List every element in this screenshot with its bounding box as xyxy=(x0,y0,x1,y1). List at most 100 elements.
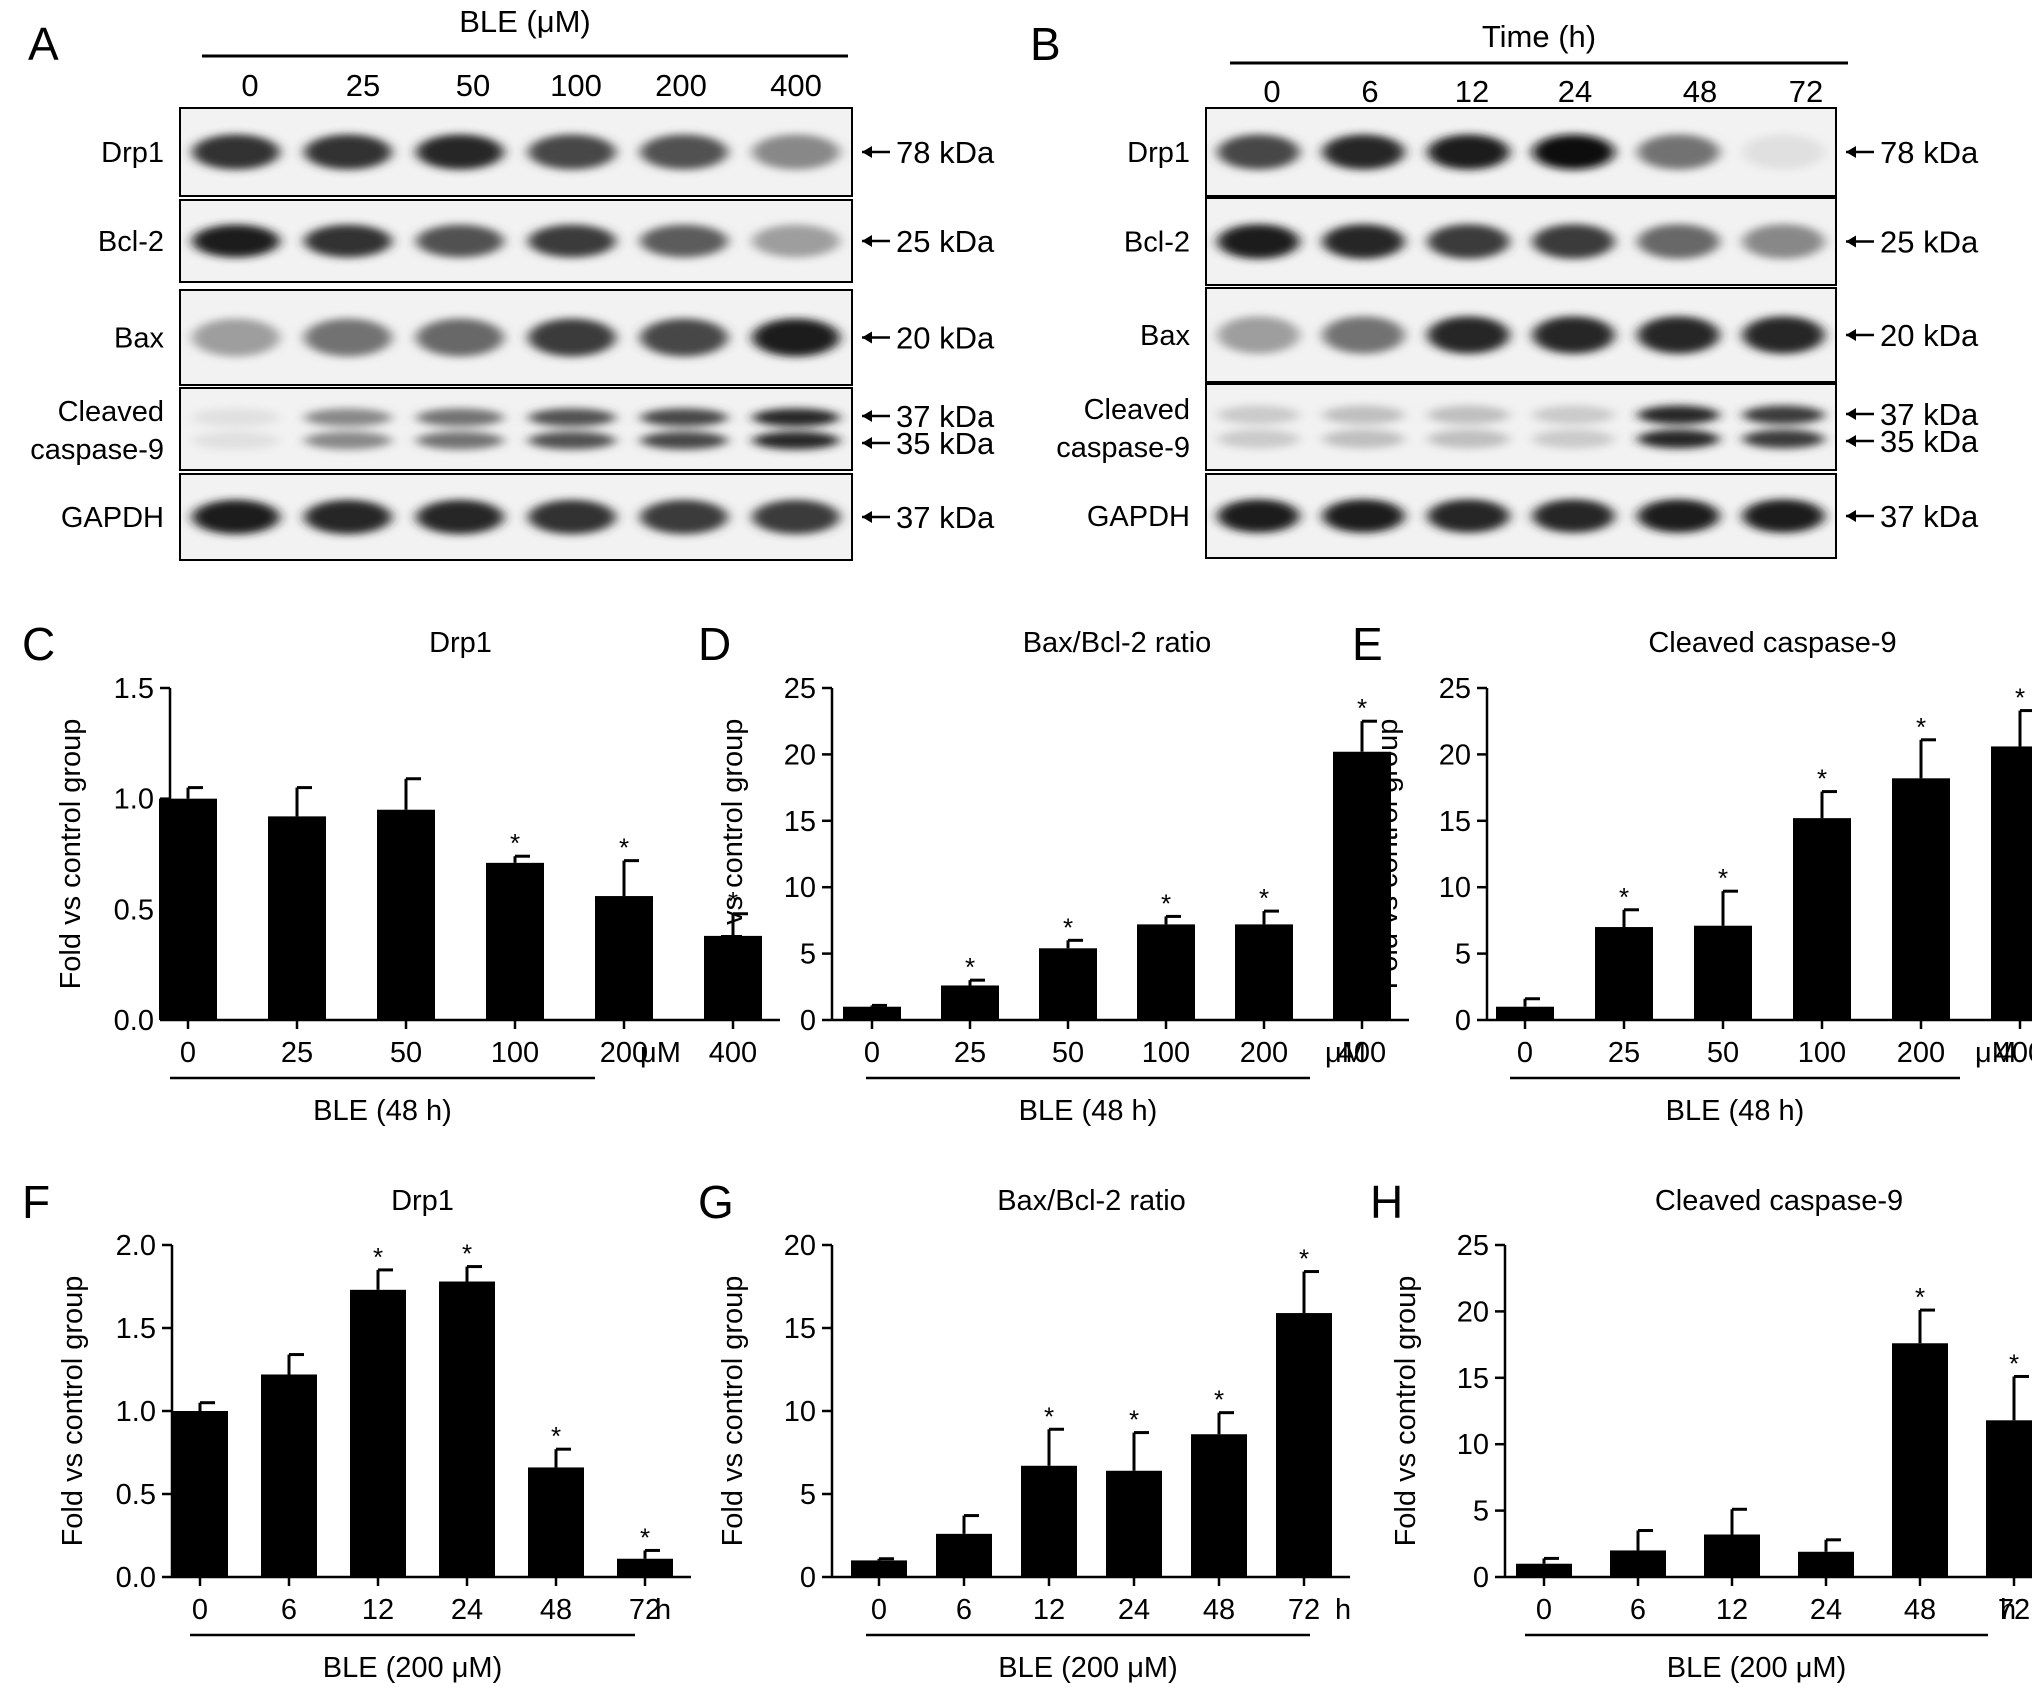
blot-row: Bax 20 kDa xyxy=(114,289,995,386)
bar xyxy=(528,1467,584,1577)
band xyxy=(752,431,840,450)
marker-label: 78 kDa xyxy=(1880,135,1979,170)
marker-arrow-head xyxy=(1846,146,1856,158)
band xyxy=(416,224,504,258)
blot-row: GAPDH 37 kDa xyxy=(61,473,995,561)
significance-star: * xyxy=(2009,1348,2019,1378)
band xyxy=(1427,499,1510,533)
band xyxy=(1322,316,1405,354)
chart-title: Bax/Bcl-2 ratio xyxy=(1023,627,1212,659)
x-tick-label: 200 xyxy=(600,1037,648,1069)
marker-arrow-head xyxy=(1846,435,1856,447)
chart-title: Bax/Bcl-2 ratio xyxy=(997,1185,1186,1217)
band xyxy=(304,431,392,450)
blot-strip xyxy=(1205,383,1837,471)
y-tick-label: 1.0 xyxy=(116,1396,156,1428)
band xyxy=(304,499,392,535)
y-axis-label: Fold vs control group xyxy=(57,1276,89,1547)
band xyxy=(752,408,840,427)
band xyxy=(640,431,728,450)
significance-star: * xyxy=(640,1522,650,1552)
blot-strip xyxy=(179,387,853,471)
band xyxy=(1532,134,1615,170)
y-axis-label: Fold vs control group xyxy=(717,1276,749,1547)
row-label: GAPDH xyxy=(61,502,164,534)
blot-row: Bcl-2 25 kDa xyxy=(1124,197,1979,286)
band xyxy=(528,224,616,258)
panel-label: B xyxy=(1030,18,1061,70)
band xyxy=(1427,316,1510,354)
x-group-label: BLE (48 h) xyxy=(313,1095,452,1127)
y-tick-label: 20 xyxy=(1457,1296,1489,1328)
bar xyxy=(439,1281,495,1577)
marker-arrow-head xyxy=(862,410,872,422)
bar-chart-H: H Cleaved caspase-9 0 5 10 15 20 25 Fold vs cont… xyxy=(1370,1176,2032,1684)
y-tick-label: 2.0 xyxy=(116,1230,156,1262)
chart-title: Drp1 xyxy=(429,627,492,659)
bar xyxy=(1039,948,1097,1020)
lane-label: 12 xyxy=(1455,74,1489,109)
x-tick-label: 0 xyxy=(864,1037,880,1069)
marker-label: 35 kDa xyxy=(1880,424,1979,459)
x-tick-label: 200 xyxy=(1240,1037,1288,1069)
marker-label: 20 kDa xyxy=(896,321,995,356)
blot-row: Drp1 78 kDa xyxy=(101,107,995,197)
band xyxy=(1637,316,1720,354)
x-tick-label: 48 xyxy=(540,1594,572,1626)
x-tick-label: 0 xyxy=(1517,1037,1533,1069)
blot-header: Time (h) xyxy=(1482,19,1596,54)
blot-strip xyxy=(179,473,853,561)
bar-chart-layer: C Drp1 0.0 0.5 1.0 1.5 Fold vs control group 0 2… xyxy=(22,618,2032,1684)
y-tick-label: 0 xyxy=(1455,1005,1471,1037)
significance-star: * xyxy=(2015,683,2025,713)
x-tick-label: 50 xyxy=(1707,1037,1739,1069)
y-tick-label: 20 xyxy=(1439,739,1471,771)
marker-label: 25 kDa xyxy=(896,224,995,259)
marker-arrow-head xyxy=(862,331,872,344)
blot-strip xyxy=(1205,107,1837,197)
bar xyxy=(1704,1534,1760,1577)
bar-chart-D: D Bax/Bcl-2 ratio 0 5 10 15 20 25 Fold vs contro… xyxy=(698,618,1409,1127)
x-unit-label: h xyxy=(1335,1594,1351,1626)
x-group-label: BLE (48 h) xyxy=(1666,1095,1805,1127)
band xyxy=(192,431,280,450)
bar-chart-C: C Drp1 0.0 0.5 1.0 1.5 Fold vs control group 0 2… xyxy=(22,618,780,1127)
blot-strip xyxy=(179,199,853,283)
bar xyxy=(1235,924,1293,1020)
band xyxy=(1742,499,1825,533)
significance-star: * xyxy=(1044,1401,1054,1431)
y-tick-label: 25 xyxy=(1439,673,1471,705)
band xyxy=(1742,224,1825,259)
bar xyxy=(1892,1343,1948,1577)
bar-chart-E: E Cleaved caspase-9 0 5 10 15 20 25 Fold vs cont… xyxy=(1352,618,2032,1127)
x-group-label: BLE (200 μM) xyxy=(323,1652,503,1684)
bar xyxy=(1333,751,1391,1020)
y-tick-label: 15 xyxy=(784,1313,816,1345)
y-tick-label: 1.5 xyxy=(116,1313,156,1345)
band xyxy=(752,499,840,535)
band xyxy=(1637,429,1720,449)
band xyxy=(1427,134,1510,170)
x-group-label: BLE (48 h) xyxy=(1019,1095,1158,1127)
bar xyxy=(851,1560,907,1577)
significance-star: * xyxy=(1299,1244,1309,1274)
significance-star: * xyxy=(1357,693,1367,723)
marker-label: 35 kDa xyxy=(896,426,995,461)
marker-label: 37 kDa xyxy=(1880,397,1979,432)
band xyxy=(1742,134,1825,170)
x-tick-label: 25 xyxy=(954,1037,986,1069)
band xyxy=(416,134,504,170)
significance-star: * xyxy=(1259,883,1269,913)
lane-label: 72 xyxy=(1789,74,1823,109)
x-tick-label: 24 xyxy=(1118,1594,1150,1626)
western-blot-layer: A BLE (μM) 0 25 50 100 200 400 Drp1 78 kDa Bcl-2 25… xyxy=(28,4,1979,561)
bar xyxy=(941,985,999,1020)
band xyxy=(528,408,616,427)
band xyxy=(1637,499,1720,533)
band xyxy=(192,318,280,357)
band xyxy=(192,408,280,427)
bar xyxy=(1106,1470,1162,1577)
y-tick-label: 20 xyxy=(784,739,816,771)
